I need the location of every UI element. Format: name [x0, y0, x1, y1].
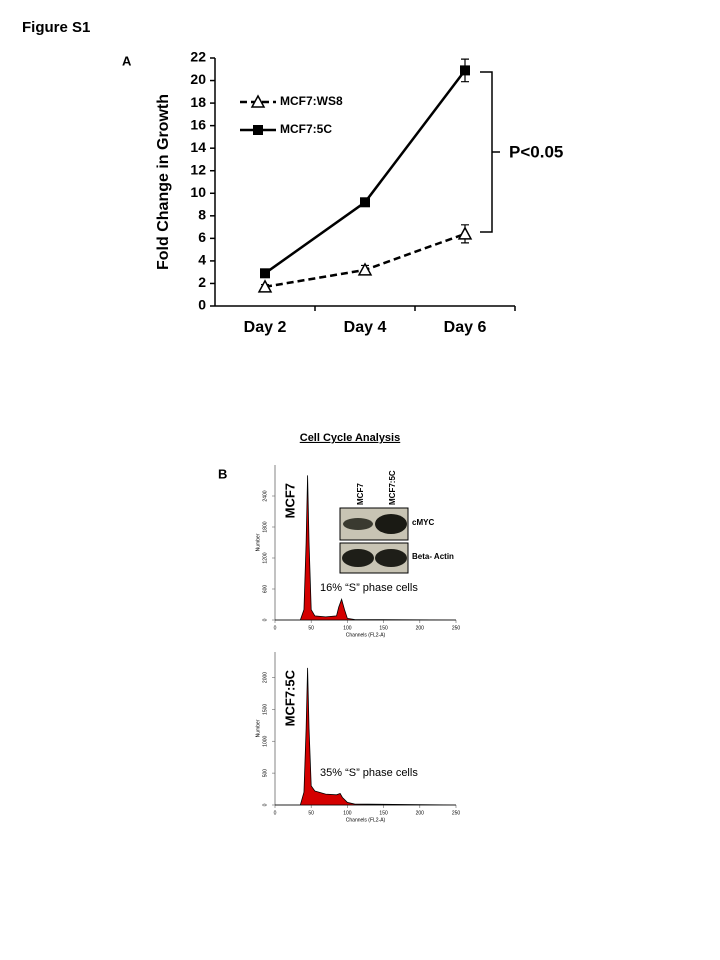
x-tick-label: 150: [379, 625, 388, 631]
y-axis-title: Number: [255, 533, 261, 551]
y-tick-label: 2: [198, 274, 206, 290]
y-tick-label: 12: [190, 161, 206, 177]
marker: [260, 268, 270, 279]
x-tick-label: 200: [416, 625, 425, 631]
panel-label: A: [122, 53, 132, 68]
sample-label: MCF7:5C: [282, 669, 297, 726]
y-tick-label: 1000: [262, 735, 268, 746]
y-tick-label: 20: [190, 71, 206, 87]
y-tick-label: 600: [262, 585, 268, 594]
y-tick-label: 1800: [262, 521, 268, 532]
annotation: 16% “S” phase cells: [320, 582, 418, 594]
x-tick-label: 0: [274, 810, 277, 816]
x-tick-label: 100: [343, 625, 352, 631]
y-axis-title: Number: [255, 719, 261, 737]
y-tick-label: 1200: [262, 552, 268, 563]
y-tick-label: 2400: [262, 490, 268, 501]
panel-label: B: [218, 466, 227, 481]
marker: [457, 226, 473, 240]
x-tick-label: 250: [452, 810, 461, 816]
y-axis-title: Fold Change in Growth: [155, 94, 172, 270]
y-tick-label: 14: [190, 139, 206, 155]
blot-row-label: Beta- Actin: [412, 552, 454, 561]
y-tick-label: 22: [190, 49, 206, 65]
y-tick-label: 4: [198, 252, 206, 268]
y-tick-label: 18: [190, 94, 206, 110]
y-tick-label: 0: [198, 297, 206, 313]
x-tick-label: 250: [452, 625, 461, 631]
histogram-area: [275, 475, 457, 621]
series-line: [264, 232, 466, 289]
legend-marker: [253, 125, 263, 135]
y-tick-label: 1500: [262, 704, 268, 715]
blot-band: [375, 514, 407, 534]
marker: [357, 262, 373, 276]
x-tick-label: 50: [308, 810, 314, 816]
y-tick-label: 16: [190, 116, 206, 132]
marker: [460, 65, 470, 76]
y-tick-label: 8: [198, 207, 206, 223]
y-tick-label: 2000: [262, 672, 268, 683]
blot-band: [375, 549, 407, 567]
y-tick-label: 0: [262, 618, 268, 621]
x-tick-label: 50: [308, 625, 314, 631]
section-title: Cell Cycle Analysis: [300, 432, 400, 444]
legend-label: MCF7:5C: [280, 122, 332, 136]
x-tick-label: Day 6: [444, 319, 487, 336]
x-axis-title: Channels (FL2-A): [346, 632, 386, 638]
annotation: P<0.05: [509, 142, 563, 161]
blot-lane-label: MCF7:5C: [388, 470, 397, 505]
figure-label: Figure S1: [22, 19, 90, 36]
x-tick-label: 150: [379, 810, 388, 816]
x-tick-label: 100: [343, 810, 352, 816]
marker: [257, 279, 273, 293]
sample-label: MCF7: [282, 483, 297, 518]
x-tick-label: Day 4: [344, 319, 387, 336]
y-tick-label: 0: [262, 803, 268, 806]
blot-lane-label: MCF7: [356, 483, 365, 505]
y-tick-label: 10: [190, 184, 206, 200]
x-axis-title: Channels (FL2-A): [346, 817, 386, 823]
blot-band: [342, 549, 374, 567]
y-tick-label: 500: [262, 769, 268, 778]
y-tick-label: 6: [198, 229, 206, 245]
legend-label: MCF7:WS8: [280, 94, 343, 108]
histogram-area: [275, 667, 457, 806]
x-tick-label: 0: [274, 625, 277, 631]
x-tick-label: Day 2: [244, 319, 287, 336]
bracket: [480, 71, 500, 233]
blot-row-label: cMYC: [412, 518, 434, 527]
blot-band: [343, 518, 373, 530]
x-tick-label: 200: [416, 810, 425, 816]
annotation: 35% “S” phase cells: [320, 767, 418, 779]
marker: [360, 197, 370, 208]
legend-marker: [250, 94, 266, 108]
